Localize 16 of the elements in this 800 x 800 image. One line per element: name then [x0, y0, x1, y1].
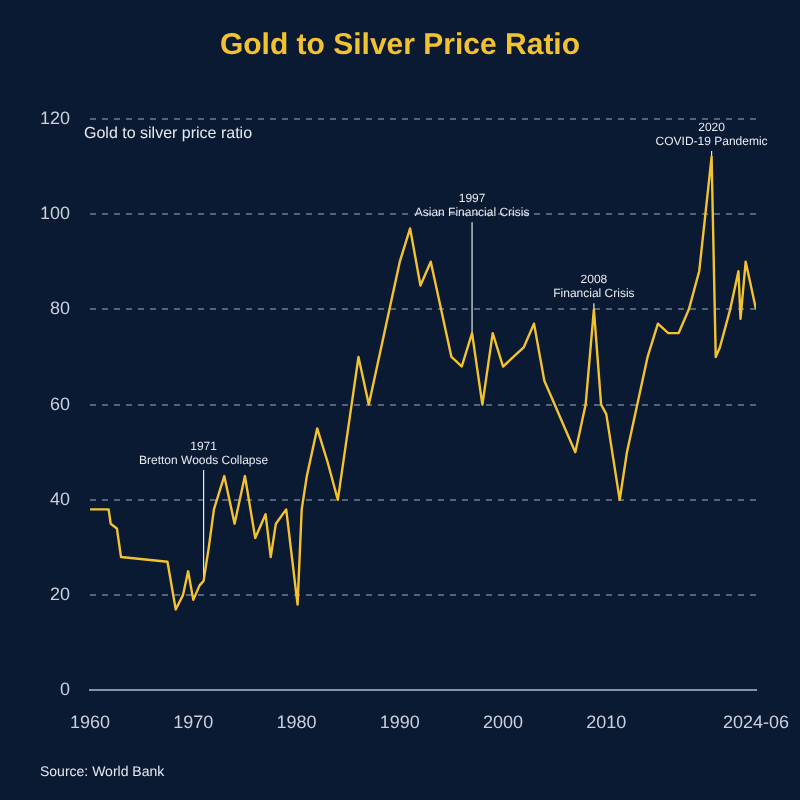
- x-tick-label: 1990: [379, 712, 420, 733]
- y-tick-label: 120: [39, 107, 71, 128]
- x-tick-label: 1970: [173, 712, 214, 733]
- y-tick-label: 80: [50, 298, 71, 319]
- y-tick-label: 40: [50, 488, 71, 509]
- x-tick-label: 1980: [276, 712, 317, 733]
- x-tick-label: 2024-06: [722, 712, 790, 733]
- chart-title: Gold to Silver Price Ratio: [217, 28, 583, 62]
- y-tick-label: 0: [60, 679, 71, 700]
- x-tick-label: 1960: [70, 712, 111, 733]
- y-tick-label: 100: [39, 203, 71, 224]
- x-tick-label: 2010: [586, 712, 627, 733]
- y-tick-label: 60: [50, 393, 71, 414]
- x-tick-label: 2000: [483, 712, 524, 733]
- y-tick-label: 20: [50, 584, 71, 605]
- y-axis-title: Gold to silver price ratio: [84, 124, 253, 142]
